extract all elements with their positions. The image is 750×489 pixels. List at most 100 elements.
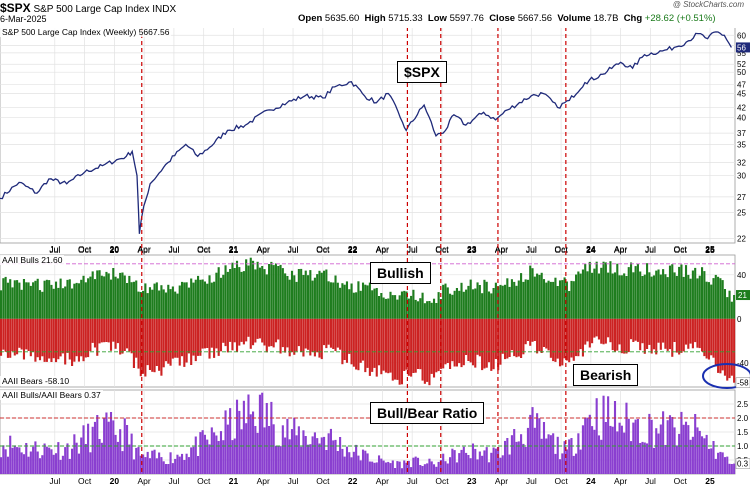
bulls-bar (400, 291, 404, 319)
bulls-bar (183, 282, 186, 319)
bulls-bar (453, 290, 456, 319)
bears-bar (542, 318, 546, 347)
ratio-tick-label: 2.5 (737, 400, 749, 409)
ratio-bar (18, 447, 21, 474)
ratio-bar (38, 458, 42, 474)
bears-bar (641, 318, 644, 344)
ratio-bar (572, 455, 575, 474)
ratio-bar (694, 414, 697, 474)
bulls-bar (600, 267, 603, 319)
time-axis-label: Oct (674, 245, 688, 255)
ratio-bar (82, 425, 85, 474)
bulls-bar (142, 290, 145, 319)
bears-bar (423, 318, 426, 384)
bulls-bar (723, 289, 727, 319)
ratio-bar (698, 430, 701, 474)
bears-bar (155, 318, 158, 366)
ratio-bar (437, 461, 440, 474)
bulls-bar (657, 269, 660, 319)
time-axis-label: Apr (495, 244, 508, 254)
bulls-bar (444, 283, 447, 319)
bears-bar (316, 318, 319, 353)
bears-bar (256, 318, 259, 339)
bears-bar (529, 318, 532, 346)
ratio-bar (121, 451, 124, 474)
bulls-bar (442, 284, 445, 319)
bears-bar (27, 318, 30, 351)
ratio-bar (439, 460, 442, 474)
bears-bar (4, 318, 7, 352)
bears-bar (410, 318, 413, 377)
bulls-bar (54, 281, 58, 319)
bulls-bar (293, 275, 296, 319)
bears-bar (0, 318, 3, 356)
ratio-bar (151, 450, 154, 474)
bulls-bar (199, 279, 202, 319)
bears-bar (377, 318, 381, 366)
bears-bar (520, 318, 523, 358)
bears-bars (0, 318, 736, 386)
bulls-bar (467, 285, 470, 319)
bulls-bar (707, 282, 710, 319)
bears-bar (655, 318, 658, 355)
bears-bar (41, 318, 44, 357)
ratio-bar (215, 435, 218, 474)
ratio-bar (542, 422, 546, 474)
ratio-bar (595, 398, 598, 474)
ratio-bar (492, 447, 495, 474)
bears-bar (361, 318, 365, 361)
bears-bar (710, 318, 713, 356)
bears-bar (272, 318, 275, 348)
ratio-bar (114, 434, 117, 474)
ratio-bar (639, 443, 642, 474)
bulls-bar (98, 270, 101, 319)
sentiment-tick-label: 40 (737, 271, 746, 280)
price-tick-label: 47 (737, 81, 746, 90)
bulls-bar (226, 271, 229, 319)
bears-bar (522, 318, 525, 355)
bulls-bar (27, 282, 30, 319)
ratio-bar (643, 442, 646, 474)
time-axis-label: 25 (705, 244, 715, 254)
bears-bar (148, 318, 152, 370)
bulls-bar (398, 295, 401, 319)
time-axis-label: 24 (586, 245, 596, 255)
ratio-bar (657, 433, 660, 474)
bulls-bar (48, 280, 51, 319)
bulls-bar (304, 270, 307, 319)
bulls-bar (733, 295, 736, 319)
bulls-bar (261, 266, 264, 319)
bears-bar (675, 318, 678, 353)
bulls-bar (682, 276, 685, 319)
bulls-bar (144, 283, 147, 319)
bears-bar (703, 318, 706, 357)
bears-bar (707, 318, 710, 360)
bears-bar (57, 318, 60, 360)
bears-bar (430, 318, 433, 374)
bears-bar (691, 318, 694, 349)
time-axis-label: Apr (376, 245, 389, 255)
ratio-bar (265, 403, 268, 474)
ratio-bar (575, 453, 578, 474)
bears-bar (435, 318, 438, 373)
bears-bar (180, 318, 184, 357)
bears-bar (208, 318, 211, 359)
ratio-bar (155, 458, 158, 474)
bulls-bar (666, 277, 669, 319)
ratio-bar (522, 443, 525, 474)
ratio-bar (327, 433, 330, 474)
bulls-bar (435, 303, 438, 319)
ratio-bar (565, 449, 568, 474)
bears-bar (549, 318, 552, 358)
bulls-bar (277, 266, 280, 319)
bears-bar (694, 318, 697, 343)
bears-bar (215, 318, 218, 349)
bears-bar (54, 318, 58, 363)
price-tick-label: 50 (737, 68, 746, 77)
bulls-bar (249, 257, 252, 319)
ratio-bar (77, 453, 80, 474)
ratio-bar (295, 435, 298, 474)
bears-bar (89, 318, 92, 352)
bears-bar (96, 318, 99, 356)
bulls-bar (696, 278, 699, 319)
